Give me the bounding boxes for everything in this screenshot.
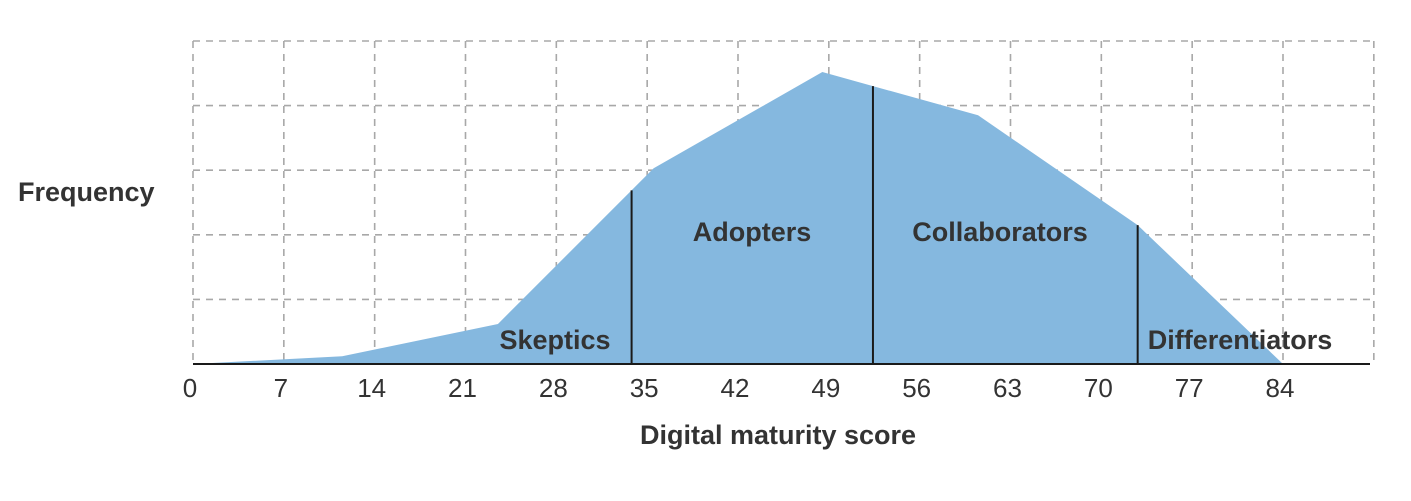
x-tick-label: 0 bbox=[183, 373, 197, 403]
area-layer bbox=[193, 72, 1283, 365]
x-tick-label: 14 bbox=[357, 373, 386, 403]
x-tick-label: 49 bbox=[811, 373, 840, 403]
x-tick-label: 63 bbox=[993, 373, 1022, 403]
y-axis-title: Frequency bbox=[18, 177, 155, 207]
segment-label-adopters: Adopters bbox=[693, 217, 812, 247]
segment-label-differentiators: Differentiators bbox=[1148, 325, 1333, 355]
segment-label-skeptics: Skeptics bbox=[499, 325, 610, 355]
segment-labels: Skeptics Adopters Collaborators Differentia… bbox=[499, 217, 1332, 355]
segment-label-collaborators: Collaborators bbox=[912, 217, 1088, 247]
x-tick-label: 70 bbox=[1084, 373, 1113, 403]
x-tick-label: 56 bbox=[902, 373, 931, 403]
x-axis-title: Digital maturity score bbox=[640, 420, 916, 450]
x-tick-label: 28 bbox=[539, 373, 568, 403]
x-tick-label: 21 bbox=[448, 373, 477, 403]
x-tick-labels: 0 7 14 21 28 35 42 49 56 63 70 77 84 bbox=[183, 373, 1295, 403]
distribution-area bbox=[193, 72, 1283, 365]
x-tick-label: 7 bbox=[274, 373, 288, 403]
x-tick-label: 35 bbox=[630, 373, 659, 403]
x-tick-label: 77 bbox=[1175, 373, 1204, 403]
x-tick-label: 42 bbox=[721, 373, 750, 403]
segment-dividers bbox=[630, 86, 1139, 364]
x-tick-label: 84 bbox=[1266, 373, 1295, 403]
